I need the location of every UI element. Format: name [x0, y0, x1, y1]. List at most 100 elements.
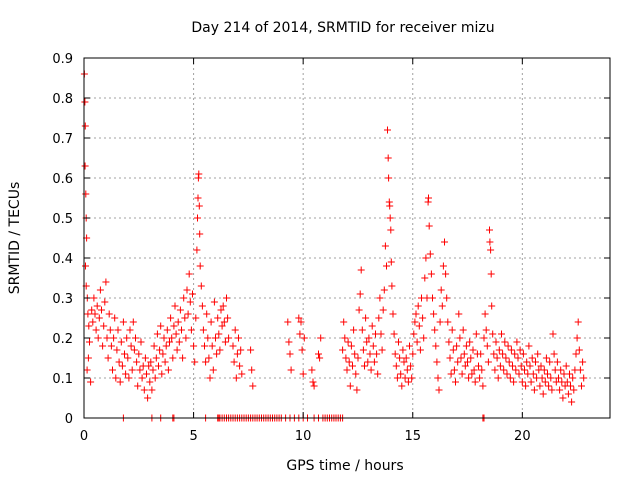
data-point: [356, 290, 364, 298]
data-point: [205, 354, 213, 362]
data-point: [384, 154, 392, 162]
data-point: [117, 338, 125, 346]
data-point: [419, 314, 427, 322]
data-point: [404, 378, 412, 386]
data-point: [480, 334, 488, 342]
data-point: [556, 386, 564, 394]
data-point: [545, 382, 553, 390]
data-point: [206, 374, 214, 382]
data-point: [367, 366, 375, 374]
data-point: [532, 358, 539, 366]
data-point: [401, 374, 409, 382]
data-point: [195, 170, 203, 178]
data-point: [210, 298, 218, 306]
data-point: [249, 382, 257, 390]
data-point: [566, 370, 573, 378]
data-point: [487, 270, 495, 278]
data-point: [478, 366, 486, 374]
data-point: [549, 330, 557, 338]
data-point: [490, 350, 498, 358]
data-point: [178, 326, 185, 334]
data-point: [525, 342, 533, 350]
data-point: [425, 222, 433, 230]
data-point: [574, 318, 582, 326]
data-point: [488, 302, 496, 310]
data-point: [96, 286, 104, 294]
data-point: [570, 386, 578, 394]
data-point: [225, 334, 233, 342]
data-point: [476, 374, 484, 382]
data-point: [217, 306, 225, 314]
y-tick-label: 0.8: [52, 92, 73, 107]
data-point: [379, 306, 387, 314]
data-point: [103, 334, 111, 342]
data-point: [378, 346, 386, 354]
data-point: [460, 350, 468, 358]
data-point: [501, 338, 509, 346]
data-point: [151, 374, 159, 382]
data-point: [160, 334, 168, 342]
data-point: [491, 366, 499, 374]
data-point: [132, 334, 139, 342]
data-point: [357, 266, 365, 274]
data-point: [493, 354, 501, 362]
data-point: [529, 370, 537, 378]
data-point: [346, 382, 354, 390]
data-point: [146, 378, 154, 386]
data-point: [284, 318, 292, 326]
data-point: [300, 334, 308, 342]
data-point: [483, 342, 491, 350]
grid: [84, 58, 610, 418]
data-point: [105, 310, 113, 318]
data-point: [116, 378, 124, 386]
data-point: [204, 334, 212, 342]
data-point: [345, 358, 353, 366]
data-point: [208, 342, 216, 350]
data-point: [194, 194, 202, 202]
data-point: [350, 326, 358, 334]
data-point: [492, 338, 500, 346]
data-point: [503, 370, 511, 378]
data-point: [149, 366, 157, 374]
data-point: [467, 354, 475, 362]
data-point: [309, 378, 317, 386]
data-point: [511, 350, 519, 358]
data-point: [339, 346, 347, 354]
data-point: [521, 366, 528, 374]
x-tick-label: 15: [404, 429, 421, 444]
data-point: [214, 314, 222, 322]
data-point: [573, 334, 581, 342]
data-point: [449, 346, 457, 354]
data-point: [568, 398, 576, 406]
data-point: [310, 382, 318, 390]
data-point: [193, 246, 201, 254]
data-point: [235, 334, 242, 342]
y-tick-label: 0.3: [52, 292, 73, 307]
data-point: [377, 330, 385, 338]
chart-title: Day 214 of 2014, SRMTID for receiver miz…: [191, 20, 494, 36]
data-point: [376, 294, 384, 302]
data-point: [287, 366, 295, 374]
data-point: [445, 338, 453, 346]
data-point: [375, 314, 383, 322]
data-point: [387, 258, 395, 266]
data-point: [512, 366, 520, 374]
data-point: [107, 342, 115, 350]
data-point: [352, 370, 360, 378]
data-point: [442, 270, 450, 278]
data-point: [450, 366, 458, 374]
data-point: [223, 294, 230, 302]
data-point: [195, 202, 203, 210]
data-point: [411, 318, 419, 326]
data-point: [567, 382, 574, 390]
data-point: [358, 326, 366, 334]
data-point: [421, 274, 429, 282]
y-tick-label: 0.6: [52, 172, 73, 187]
data-point: [99, 342, 107, 350]
data-point: [88, 306, 96, 314]
data-point: [425, 194, 432, 202]
data-point: [166, 338, 173, 346]
data-point: [167, 314, 175, 322]
data-point: [416, 346, 424, 354]
data-point: [169, 354, 177, 362]
